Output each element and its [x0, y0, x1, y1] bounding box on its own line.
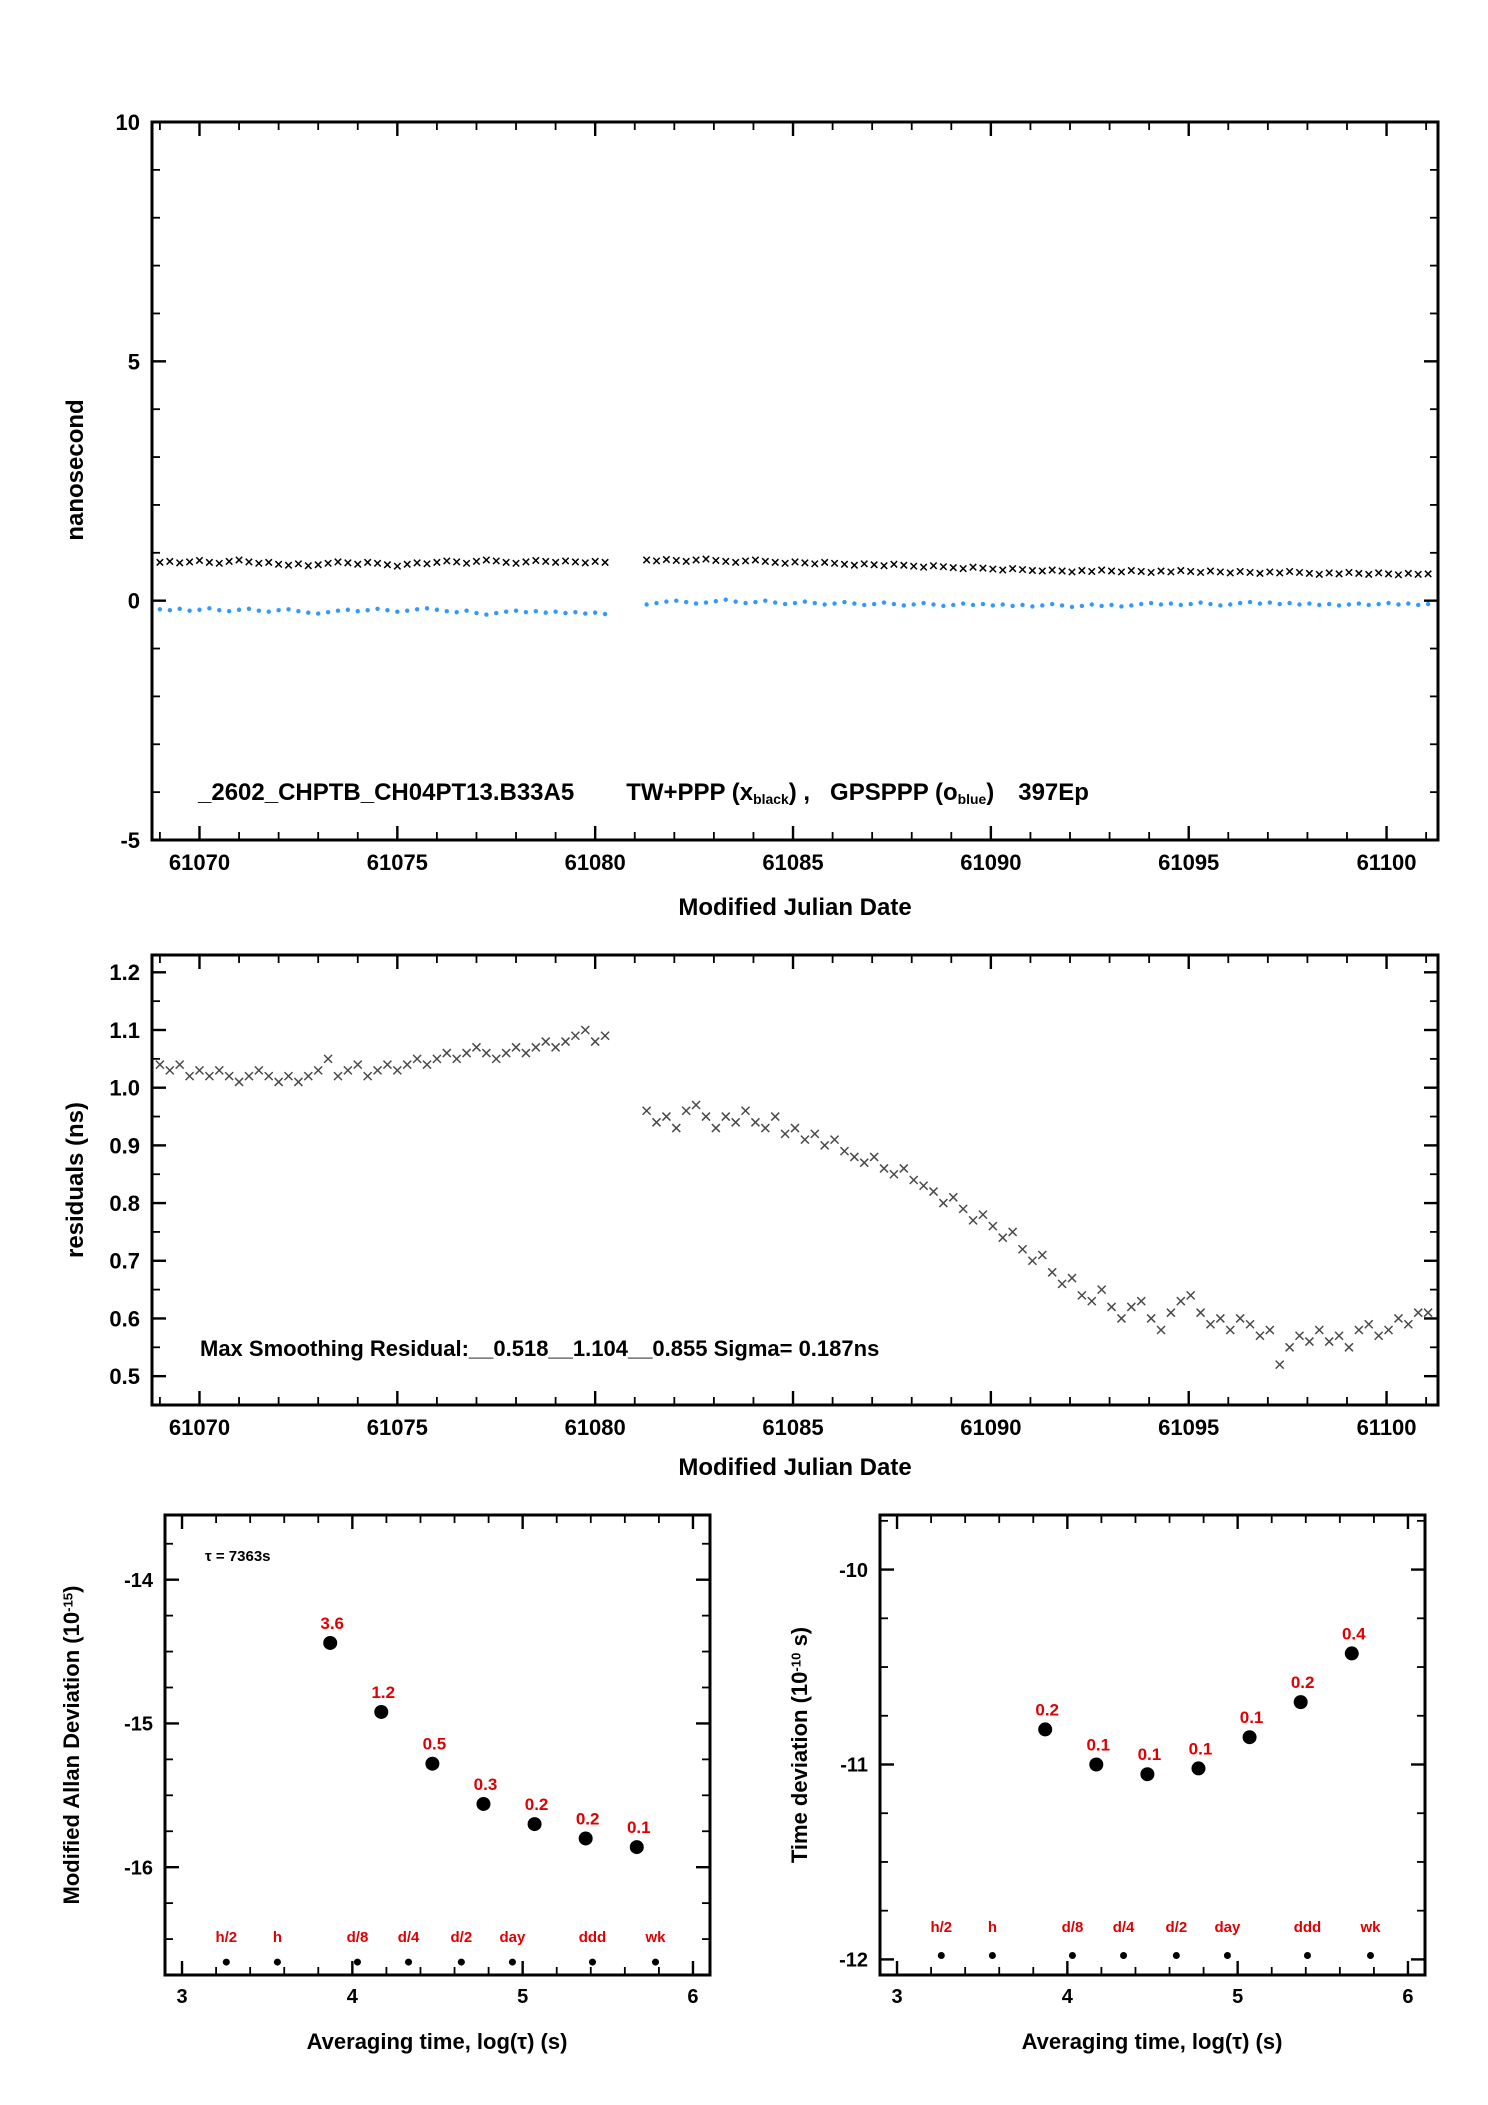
svg-text:0.5: 0.5: [109, 1364, 140, 1389]
svg-text:d/4: d/4: [398, 1929, 420, 1946]
svg-text:wk: wk: [1359, 1919, 1381, 1936]
svg-text:d/8: d/8: [347, 1929, 369, 1946]
svg-text:ddd: ddd: [579, 1929, 607, 1946]
svg-text:3.6: 3.6: [320, 1614, 344, 1633]
svg-text:61070: 61070: [169, 850, 230, 875]
madev-y-axis-label: Modified Allan Deviation (10-15): [59, 1585, 84, 1905]
svg-text:5: 5: [517, 1986, 528, 2008]
svg-text:0.7: 0.7: [109, 1249, 140, 1274]
svg-text:4: 4: [347, 1986, 359, 2008]
mid-y-axis-label: residuals (ns): [62, 1101, 89, 1259]
svg-text:61085: 61085: [762, 1415, 823, 1440]
svg-text:0.4: 0.4: [1342, 1624, 1366, 1643]
svg-text:d/8: d/8: [1062, 1919, 1084, 1936]
svg-text:0.8: 0.8: [109, 1191, 140, 1216]
svg-text:3: 3: [176, 1986, 187, 2008]
top-annotation: _2602_CHPTB_CH04PT13.B33A5 TW+PPP (xblack…: [198, 779, 1089, 807]
top-y-axis-label: nanosecond: [62, 399, 89, 541]
svg-text:61085: 61085: [762, 850, 823, 875]
svg-text:h: h: [273, 1929, 282, 1946]
svg-text:ddd: ddd: [1294, 1919, 1322, 1936]
svg-text:1.2: 1.2: [371, 1683, 395, 1702]
svg-text:5: 5: [128, 349, 140, 374]
svg-text:0.9: 0.9: [109, 1133, 140, 1158]
svg-text:6: 6: [687, 1986, 698, 2008]
svg-text:61090: 61090: [960, 850, 1021, 875]
svg-text:d/2: d/2: [1166, 1919, 1188, 1936]
svg-text:6: 6: [1402, 1986, 1413, 2008]
svg-text:wk: wk: [644, 1929, 666, 1946]
svg-text:61070: 61070: [169, 1415, 230, 1440]
madev-x-axis-label: Averaging time, log(τ) (s): [306, 2029, 568, 2054]
run-id-label: _2602_CHPTB_CH04PT13.B33A5: [198, 779, 575, 806]
svg-text:61075: 61075: [367, 850, 428, 875]
epoch-count-label: 397Ep: [1018, 779, 1089, 806]
svg-text:1.2: 1.2: [109, 960, 140, 985]
svg-text:0.1: 0.1: [1189, 1739, 1213, 1758]
svg-text:0.1: 0.1: [1138, 1745, 1162, 1764]
svg-text:d/4: d/4: [1113, 1919, 1135, 1936]
svg-text:h/2: h/2: [215, 1929, 237, 1946]
svg-text:1.1: 1.1: [109, 1018, 140, 1043]
svg-text:61080: 61080: [565, 1415, 626, 1440]
svg-text:61090: 61090: [960, 1415, 1021, 1440]
gps-ppp-sub: blue: [957, 790, 987, 807]
smoothing-residual-annotation: Max Smoothing Residual:__0.518__1.104__0…: [200, 1336, 880, 1361]
svg-text:day: day: [1215, 1919, 1242, 1936]
svg-text:-11: -11: [840, 1755, 868, 1777]
svg-text:4: 4: [1062, 1986, 1074, 2008]
svg-text:61080: 61080: [565, 850, 626, 875]
svg-text:-5: -5: [120, 828, 140, 853]
tw-ppp-legend: TW+PPP (xblack) ,: [626, 779, 811, 807]
svg-text:61095: 61095: [1158, 1415, 1219, 1440]
svg-text:-16: -16: [124, 1857, 153, 1879]
svg-text:day: day: [500, 1929, 527, 1946]
svg-text:61100: 61100: [1357, 850, 1417, 875]
tdev-x-axis-label: Averaging time, log(τ) (s): [1021, 2029, 1283, 2054]
svg-text:3: 3: [891, 1986, 902, 2008]
svg-text:61100: 61100: [1357, 1415, 1417, 1440]
svg-text:0.2: 0.2: [1291, 1673, 1315, 1692]
svg-text:h/2: h/2: [930, 1919, 952, 1936]
tdev-y-axis-label: Time deviation (10-10 s): [787, 1626, 812, 1864]
svg-text:1.0: 1.0: [109, 1076, 140, 1101]
svg-text:-15: -15: [124, 1714, 153, 1736]
gps-ppp-legend: GPSPPP (oblue): [830, 779, 995, 807]
svg-text:10: 10: [116, 110, 140, 135]
svg-text:-14: -14: [124, 1570, 154, 1592]
svg-text:0: 0: [128, 589, 140, 614]
tw-ppp-sub: black: [753, 790, 789, 807]
svg-text:-10: -10: [839, 1560, 868, 1582]
svg-text:d/2: d/2: [451, 1929, 473, 1946]
tau-annotation: τ = 7363s: [205, 1548, 271, 1565]
svg-text:0.1: 0.1: [1086, 1735, 1110, 1754]
svg-text:0.1: 0.1: [627, 1818, 651, 1837]
svg-text:0.2: 0.2: [525, 1795, 549, 1814]
svg-text:0.3: 0.3: [474, 1775, 498, 1794]
svg-text:5: 5: [1232, 1986, 1243, 2008]
svg-text:0.5: 0.5: [423, 1735, 447, 1754]
svg-text:0.2: 0.2: [576, 1809, 600, 1828]
svg-text:61075: 61075: [367, 1415, 428, 1440]
svg-text:0.6: 0.6: [109, 1306, 140, 1331]
svg-text:h: h: [988, 1919, 997, 1936]
svg-text:61095: 61095: [1158, 850, 1219, 875]
mid-x-axis-label: Modified Julian Date: [678, 1454, 912, 1481]
svg-text:0.2: 0.2: [1035, 1700, 1059, 1719]
svg-text:-12: -12: [839, 1950, 868, 1972]
svg-text:0.1: 0.1: [1240, 1708, 1264, 1727]
madev-exp: -15: [60, 1592, 76, 1612]
top-x-axis-label: Modified Julian Date: [678, 894, 912, 921]
tdev-exp: -10: [788, 1652, 804, 1672]
